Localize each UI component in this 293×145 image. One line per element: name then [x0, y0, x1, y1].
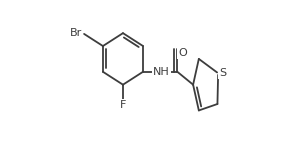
- Text: Br: Br: [70, 28, 82, 38]
- Text: F: F: [120, 100, 126, 110]
- Text: O: O: [178, 48, 187, 58]
- Text: S: S: [219, 68, 226, 78]
- Text: NH: NH: [153, 67, 170, 77]
